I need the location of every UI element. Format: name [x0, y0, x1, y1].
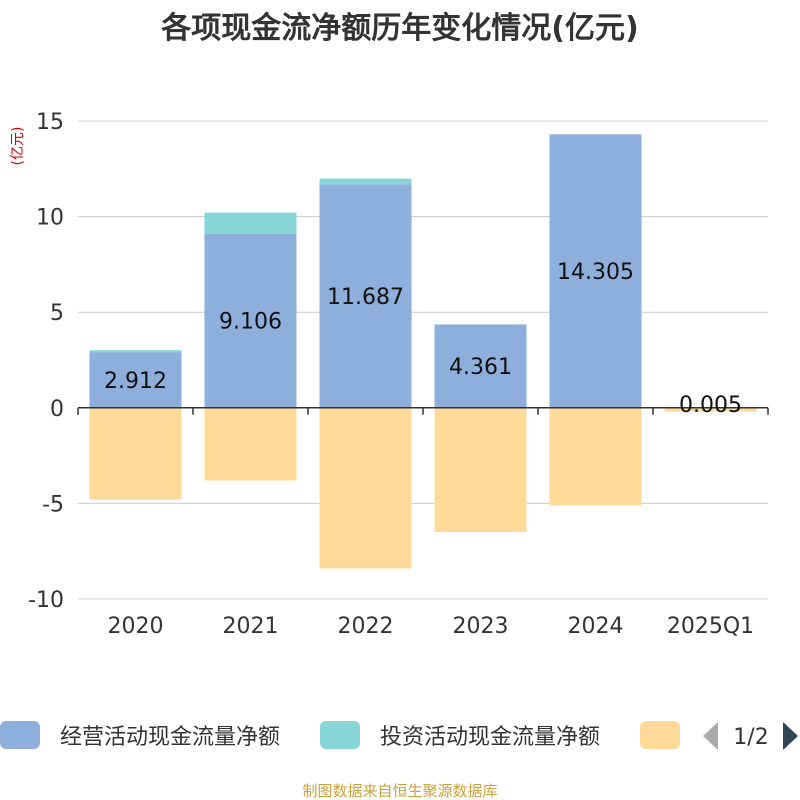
data-label: 4.361 — [449, 355, 512, 380]
legend-swatch[interactable] — [640, 721, 680, 749]
y-tick-label: -5 — [42, 492, 64, 517]
legend-page-indicator: 1/2 — [733, 725, 768, 750]
data-label: 11.687 — [327, 285, 404, 310]
y-tick-label: 5 — [50, 301, 64, 326]
y-axis-unit: (亿元) — [10, 127, 26, 166]
y-tick-label: -10 — [28, 588, 64, 613]
legend-label[interactable]: 经营活动现金流量净额 — [60, 725, 280, 750]
bar-series-3-2025Q1[interactable] — [664, 407, 757, 412]
data-label: 0.005 — [679, 393, 742, 418]
bar-series-1-2021[interactable] — [204, 233, 297, 408]
legend-prev-icon[interactable] — [703, 722, 718, 750]
bar-series-2-2020[interactable] — [89, 350, 182, 353]
y-tick-label: 0 — [50, 397, 64, 422]
bar-series-3-2024[interactable] — [549, 407, 642, 506]
legend-label[interactable]: 投资活动现金流量净额 — [380, 725, 600, 750]
bar-series-1-2024[interactable] — [549, 134, 642, 408]
data-label: 9.106 — [219, 310, 282, 335]
legend-swatch[interactable] — [0, 721, 40, 749]
x-tick-label: 2025Q1 — [667, 614, 754, 639]
x-tick-label: 2020 — [108, 614, 164, 639]
bar-series-3-2020[interactable] — [89, 407, 182, 500]
y-tick-label: 10 — [36, 206, 64, 231]
x-tick-label: 2024 — [568, 614, 624, 639]
bars — [89, 134, 757, 569]
data-label: 14.305 — [557, 260, 634, 285]
legend-next-icon[interactable] — [783, 722, 798, 750]
x-tick-label: 2023 — [453, 614, 509, 639]
x-tick-label: 2022 — [338, 614, 394, 639]
chart-title: 各项现金流净额历年变化情况(亿元) — [160, 11, 638, 46]
legend-swatch[interactable] — [320, 721, 360, 749]
y-tick-label: 15 — [36, 110, 64, 135]
bar-series-3-2022[interactable] — [319, 407, 412, 569]
data-label: 2.912 — [104, 369, 167, 394]
x-tick-label: 2021 — [223, 614, 279, 639]
bar-series-1-2020[interactable] — [89, 352, 182, 408]
source-note: 制图数据来自恒生聚源数据库 — [302, 782, 497, 800]
legend: 经营活动现金流量净额 投资活动现金流量净额 — [0, 721, 680, 750]
bar-series-1-2022[interactable] — [319, 184, 412, 408]
bar-series-3-2021[interactable] — [204, 407, 297, 481]
bar-series-2-2022[interactable] — [319, 178, 412, 185]
legend-pager: 1/2 — [703, 722, 798, 750]
data-labels: 2.912 9.106 11.687 4.361 14.305 0.005 — [104, 260, 742, 418]
bar-series-1-2023[interactable] — [434, 324, 527, 408]
axes: 15 10 5 0 -5 -10 2020 2021 2022 2023 2024 2025Q1 — [28, 110, 769, 639]
bar-series-3-2023[interactable] — [434, 407, 527, 533]
bar-series-2-2021[interactable] — [204, 212, 297, 234]
